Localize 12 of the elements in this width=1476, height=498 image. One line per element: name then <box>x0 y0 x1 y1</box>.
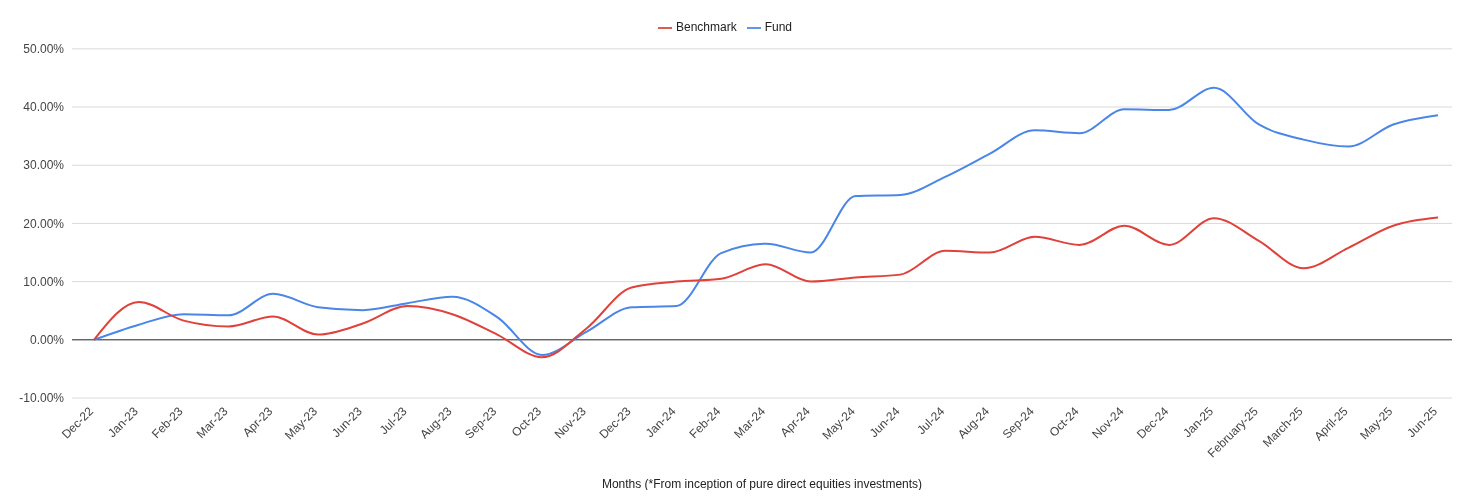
x-axis-title: Months (*From inception of pure direct equities investments) <box>601 477 923 491</box>
y-tick-label: 10.00% <box>23 274 65 289</box>
y-tick-label: 40.00% <box>23 100 65 115</box>
legend-label: Benchmark <box>675 20 737 34</box>
line-series <box>93 86 1439 356</box>
y-tick-label: -10.00% <box>19 391 65 406</box>
line-series <box>93 216 1439 359</box>
legend-label: Fund <box>764 20 793 34</box>
y-tick-label: 0.00% <box>29 333 65 348</box>
y-tick-label: 20.00% <box>23 216 65 231</box>
y-tick-label: 30.00% <box>23 158 65 173</box>
y-tick-label: 50.00% <box>23 42 65 57</box>
